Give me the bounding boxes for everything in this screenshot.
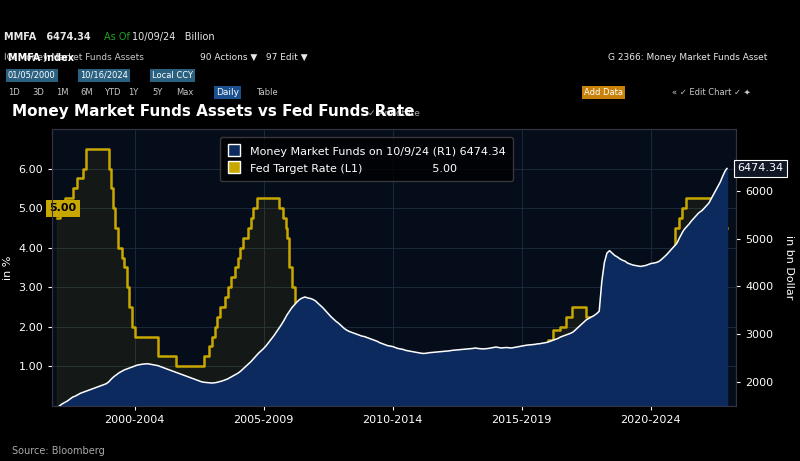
- Text: Max: Max: [176, 88, 194, 97]
- Text: ✓ Annotate: ✓ Annotate: [368, 109, 420, 118]
- Text: 6M: 6M: [80, 88, 93, 97]
- Text: As Of: As Of: [104, 32, 130, 42]
- Text: Add Data: Add Data: [584, 88, 623, 97]
- Text: 5Y: 5Y: [152, 88, 162, 97]
- Text: ICI Money Market Funds Assets: ICI Money Market Funds Assets: [4, 53, 144, 62]
- Text: Local CCY: Local CCY: [152, 71, 193, 80]
- Text: 1D: 1D: [8, 88, 20, 97]
- Y-axis label: in bn Dollar: in bn Dollar: [784, 235, 794, 300]
- Text: MMFA Index: MMFA Index: [8, 53, 74, 63]
- Text: YTD: YTD: [104, 88, 121, 97]
- Text: MMFA   6474.34: MMFA 6474.34: [4, 32, 90, 42]
- Text: 1M: 1M: [56, 88, 69, 97]
- Text: Daily: Daily: [216, 88, 239, 97]
- Legend: Money Market Funds on 10/9/24 (R1) 6474.34, Fed Target Rate (L1)                : Money Market Funds on 10/9/24 (R1) 6474.…: [220, 137, 514, 181]
- Text: 10/16/2024: 10/16/2024: [80, 71, 128, 80]
- Text: 90 Actions ▼   97 Edit ▼: 90 Actions ▼ 97 Edit ▼: [200, 53, 308, 62]
- Text: Source: Bloomberg: Source: Bloomberg: [12, 446, 105, 456]
- Text: 6474.34: 6474.34: [738, 164, 783, 173]
- Text: Table: Table: [256, 88, 278, 97]
- Text: « ✓ Edit Chart ✓ ✦: « ✓ Edit Chart ✓ ✦: [672, 88, 750, 97]
- Text: 5.00: 5.00: [50, 203, 77, 213]
- Text: Money Market Funds Assets vs Fed Funds Rate: Money Market Funds Assets vs Fed Funds R…: [12, 104, 414, 119]
- Text: 3D: 3D: [32, 88, 44, 97]
- Text: 10/09/24   Billion: 10/09/24 Billion: [132, 32, 214, 42]
- Text: G 2366: Money Market Funds Asset: G 2366: Money Market Funds Asset: [608, 53, 767, 62]
- Text: 1Y: 1Y: [128, 88, 138, 97]
- Y-axis label: in %: in %: [2, 255, 13, 279]
- Text: 01/05/2000: 01/05/2000: [8, 71, 56, 80]
